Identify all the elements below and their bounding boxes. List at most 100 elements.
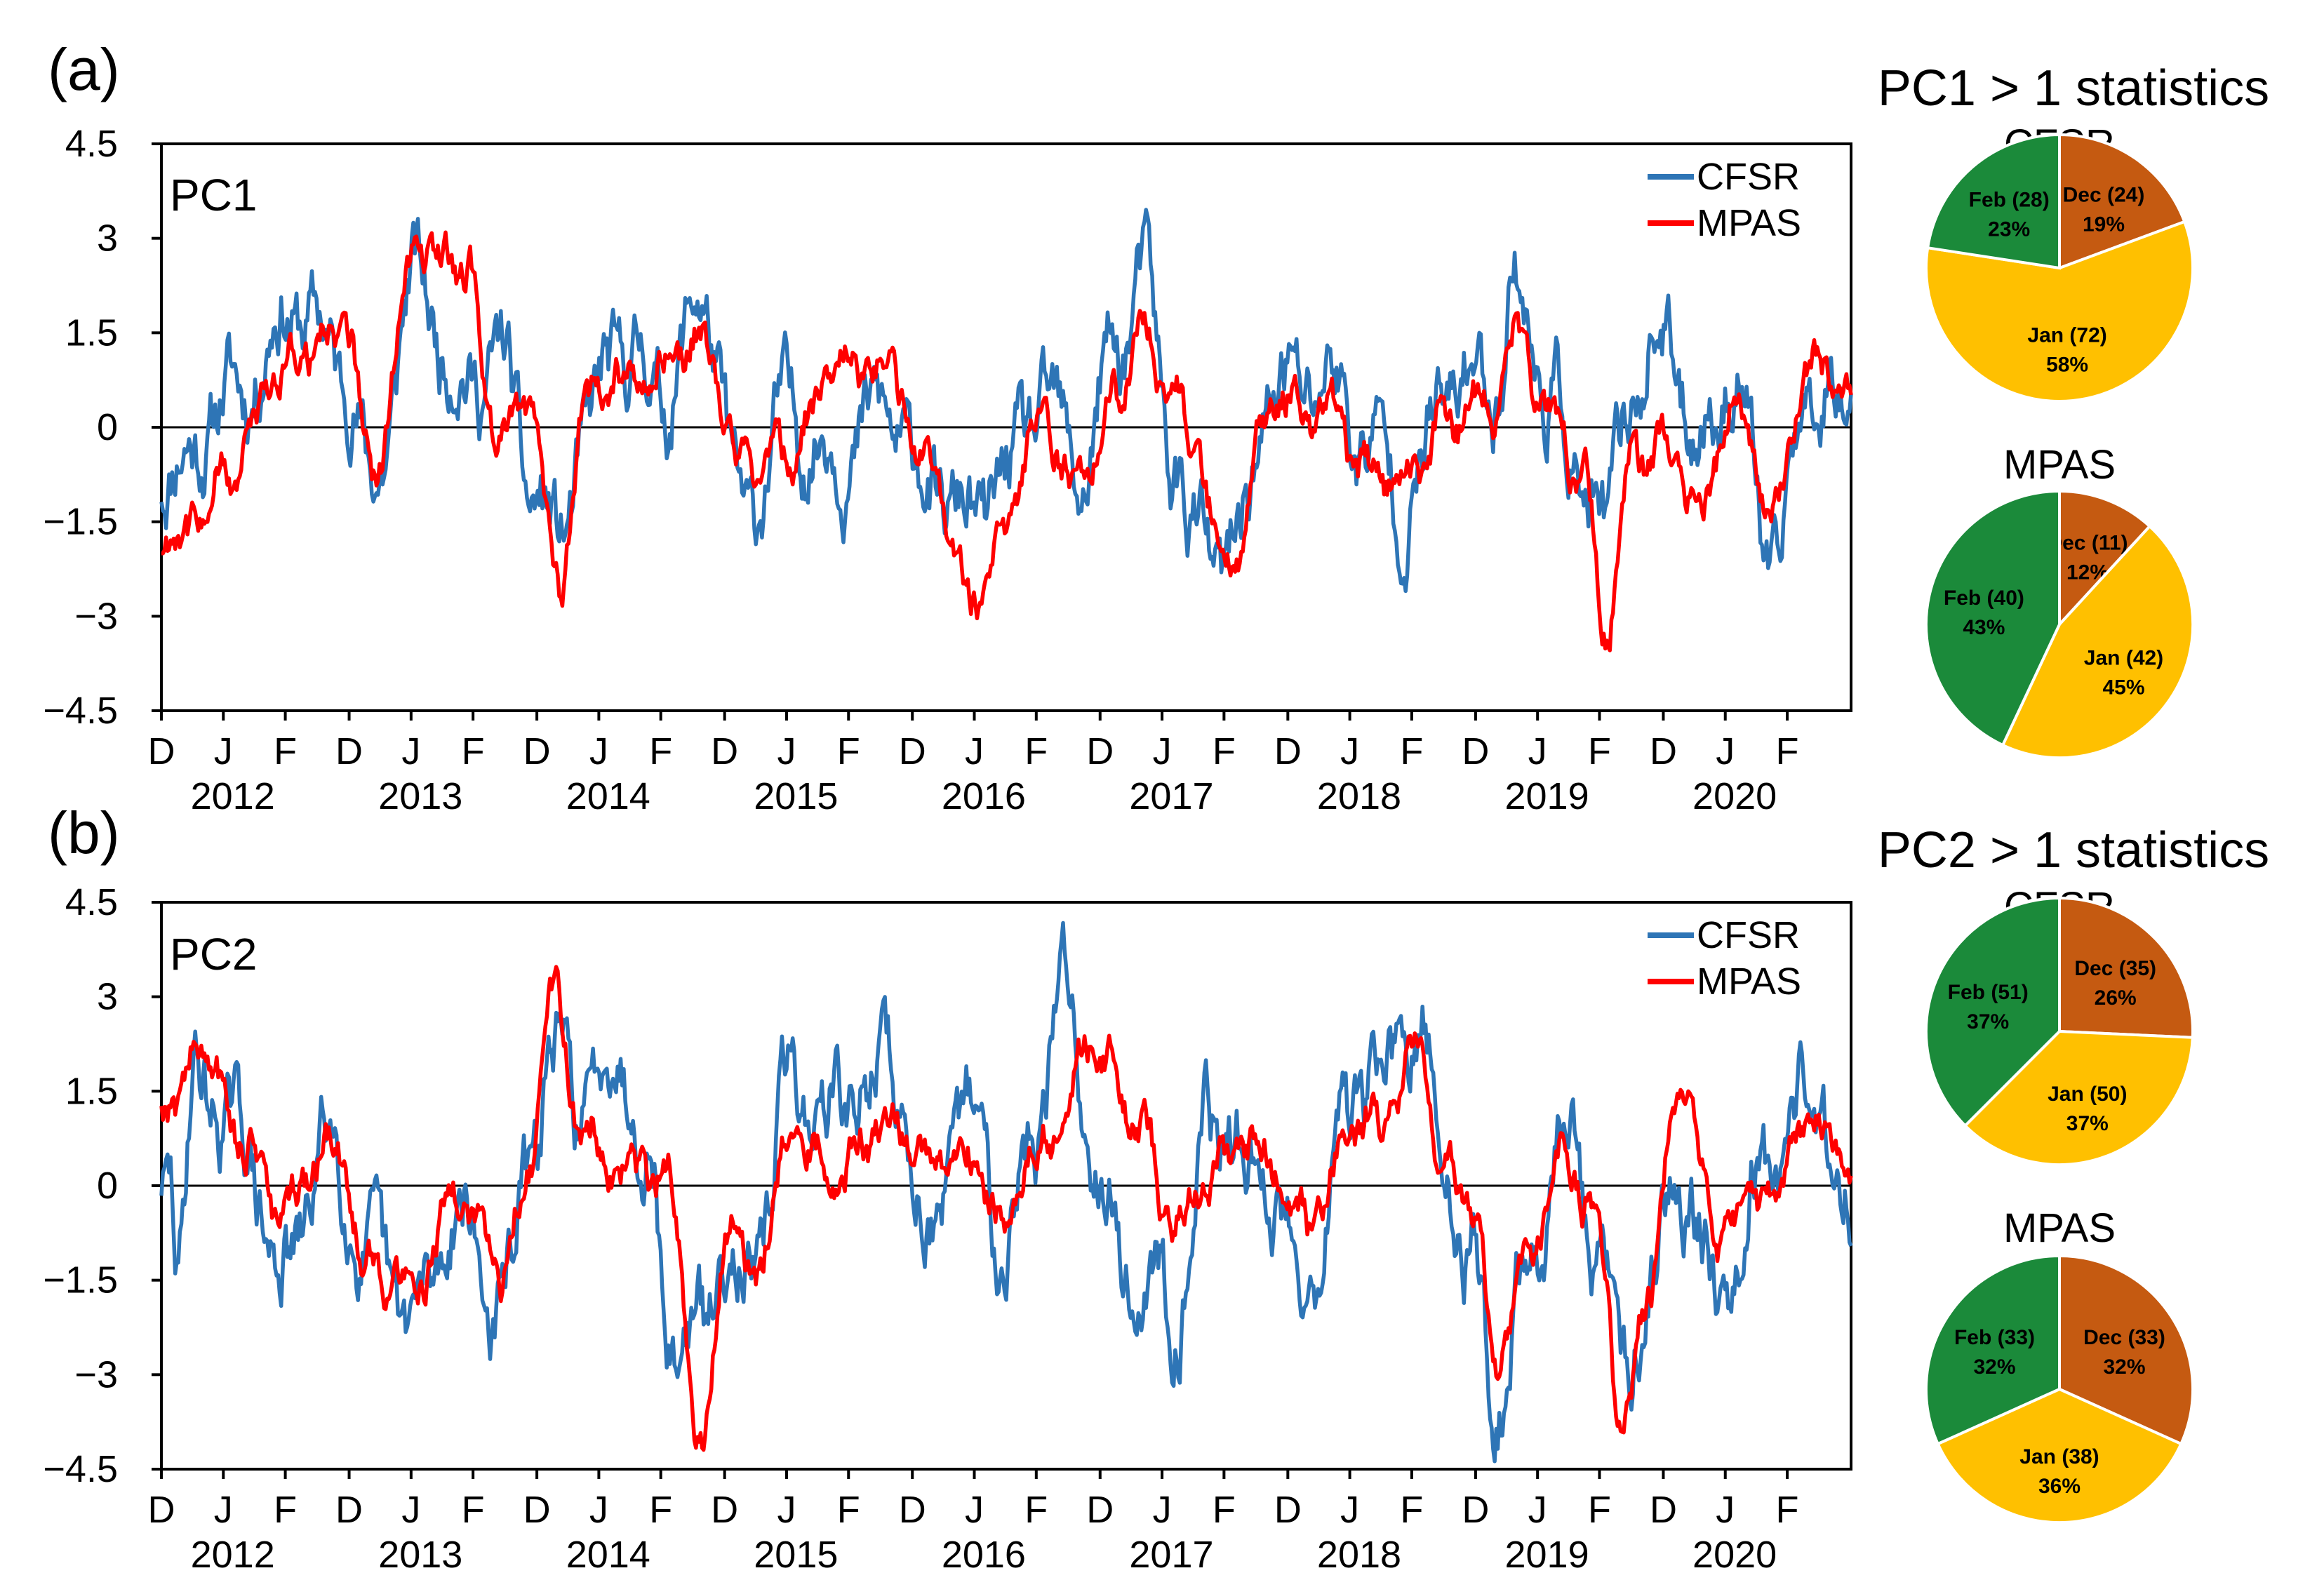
- x-tick-label: F: [1024, 1489, 1048, 1531]
- year-label: 2020: [1692, 1534, 1777, 1576]
- series-lines: [159, 208, 1853, 652]
- pc-label: PC2: [170, 929, 258, 979]
- pie-chart: Dec (33) 32% Jan (38) 36% Feb (33) 32%: [1924, 1254, 2195, 1525]
- panel-label: (b): [48, 800, 120, 866]
- x-tick-label: J: [401, 730, 420, 772]
- slice-percent: 45%: [2102, 676, 2144, 699]
- x-tick-label: J: [1340, 730, 1359, 772]
- year-label: 2020: [1692, 775, 1777, 817]
- pie-slice-dec: [2058, 133, 2186, 270]
- y-axis: 4.5 3 1.5 0 −1.5 −3 −4.5: [43, 881, 161, 1490]
- x-tick-label: D: [899, 730, 926, 772]
- pie-slice-feb: [1924, 489, 2061, 747]
- x-tick-label: F: [1213, 730, 1236, 772]
- mpas-line: [159, 965, 1853, 1452]
- pie-chart: Dec (11)12%Jan (42)45%Feb (40)43%: [1924, 489, 2195, 760]
- y-tick-label: 3: [97, 217, 118, 260]
- x-tick-label: D: [1462, 1489, 1489, 1531]
- pc1-statistics: PC1 > 1 statistics CFSR Dec (24)19%Jan (…: [1878, 60, 2269, 760]
- x-tick-label: D: [1650, 730, 1677, 772]
- x-tick-label: D: [711, 1489, 738, 1531]
- year-label: 2013: [378, 1534, 462, 1576]
- y-tick-label: −1.5: [43, 501, 118, 543]
- x-tick-label: F: [649, 1489, 672, 1531]
- x-tick-label: J: [589, 730, 608, 772]
- y-tick-label: 3: [97, 976, 118, 1018]
- slice-label: Jan (50): [2048, 1083, 2127, 1106]
- x-tick-label: F: [1588, 1489, 1611, 1531]
- x-tick-label: D: [523, 1489, 551, 1531]
- x-tick-label: F: [837, 730, 860, 772]
- pie-title: MPAS: [2003, 1205, 2116, 1251]
- y-tick-label: −4.5: [43, 690, 118, 732]
- stats-title: PC1 > 1 statistics: [1878, 60, 2269, 116]
- slice-percent: 23%: [1988, 217, 2030, 241]
- legend-cfsr-label: CFSR: [1697, 914, 1800, 956]
- slice-percent: 37%: [2066, 1112, 2109, 1135]
- x-tick-label: F: [1400, 1489, 1423, 1531]
- slice-label: Feb (51): [1948, 981, 2029, 1004]
- year-label: 2012: [191, 775, 275, 817]
- pie-title: MPAS: [2003, 442, 2116, 488]
- x-tick-label: D: [335, 730, 363, 772]
- year-label: 2015: [754, 1534, 838, 1576]
- year-label: 2019: [1504, 775, 1589, 817]
- x-tick-label: F: [1024, 730, 1048, 772]
- x-tick-label: D: [148, 1489, 175, 1531]
- x-tick-label: J: [401, 1489, 420, 1531]
- x-tick-label: F: [274, 1489, 297, 1531]
- x-tick-label: J: [1528, 730, 1547, 772]
- pie-chart: Dec (24) 19% Jan (72) 58% Feb (28) 23%: [1925, 133, 2195, 403]
- slice-label: Jan (38): [2019, 1445, 2099, 1468]
- pie-slice-dec: [2058, 489, 2152, 629]
- x-tick-label: F: [1588, 730, 1611, 772]
- y-tick-label: 4.5: [65, 123, 118, 165]
- slice-label: Dec (35): [2074, 957, 2156, 980]
- legend-mpas-label: MPAS: [1697, 960, 1801, 1003]
- x-tick-label: J: [1528, 1489, 1547, 1531]
- year-label: 2018: [1317, 775, 1401, 817]
- x-tick-label: D: [1086, 1489, 1114, 1531]
- x-tick-label: F: [837, 1489, 860, 1531]
- legend-mpas-label: MPAS: [1697, 202, 1801, 244]
- x-tick-label: F: [462, 1489, 485, 1531]
- year-label: 2017: [1129, 775, 1213, 817]
- year-label: 2014: [566, 775, 650, 817]
- pie-slice-dec: [2058, 1254, 2195, 1446]
- stats-title: PC2 > 1 statistics: [1878, 822, 2269, 878]
- x-tick-label: J: [965, 730, 984, 772]
- pie-slice-feb: [1925, 133, 2061, 270]
- slice-label: Jan (72): [2027, 324, 2106, 347]
- slice-percent: 32%: [2103, 1355, 2145, 1379]
- x-tick-label: D: [523, 730, 551, 772]
- slice-label: Dec (33): [2083, 1326, 2165, 1349]
- x-tick-label: D: [335, 1489, 363, 1531]
- x-tick-label: J: [1340, 1489, 1359, 1531]
- x-tick-label: D: [1462, 730, 1489, 772]
- legend: CFSR MPAS: [1648, 914, 1801, 1003]
- y-tick-label: 1.5: [65, 312, 118, 354]
- slice-label: Feb (40): [1944, 587, 2024, 610]
- x-tick-label: F: [462, 730, 485, 772]
- pie-slice-jan: [1925, 220, 2195, 403]
- y-tick-label: 1.5: [65, 1070, 118, 1112]
- y-tick-label: −1.5: [43, 1259, 118, 1301]
- year-label: 2013: [378, 775, 462, 817]
- year-label: 2016: [942, 1534, 1026, 1576]
- pie-slice-jan: [1936, 1387, 2183, 1525]
- slice-percent: 37%: [1967, 1010, 2009, 1033]
- year-label: 2018: [1317, 1534, 1401, 1576]
- y-tick-label: −3: [74, 595, 118, 637]
- slice-label: Feb (33): [1954, 1326, 2035, 1349]
- year-label: 2016: [942, 775, 1026, 817]
- x-tick-label: J: [1716, 730, 1735, 772]
- y-tick-label: 0: [97, 406, 118, 448]
- x-axis-years: 2012 2013 2014 2015 2016 2017 2018 2019 2020: [191, 775, 1777, 817]
- x-tick-label: J: [777, 730, 796, 772]
- x-tick-label: J: [589, 1489, 608, 1531]
- x-axis-years: 2012 2013 2014 2015 2016 2017 2018 2019 2020: [191, 1534, 1777, 1576]
